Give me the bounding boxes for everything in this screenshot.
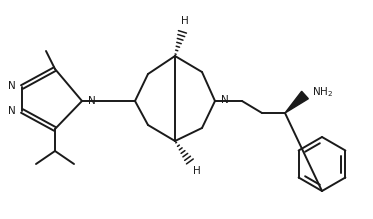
Text: H: H xyxy=(193,166,201,176)
Text: N: N xyxy=(88,96,96,106)
Text: NH$_2$: NH$_2$ xyxy=(313,85,333,99)
Polygon shape xyxy=(285,91,308,113)
Text: N: N xyxy=(8,81,16,91)
Text: H: H xyxy=(181,16,189,26)
Text: N: N xyxy=(221,95,229,105)
Text: N: N xyxy=(8,106,16,116)
